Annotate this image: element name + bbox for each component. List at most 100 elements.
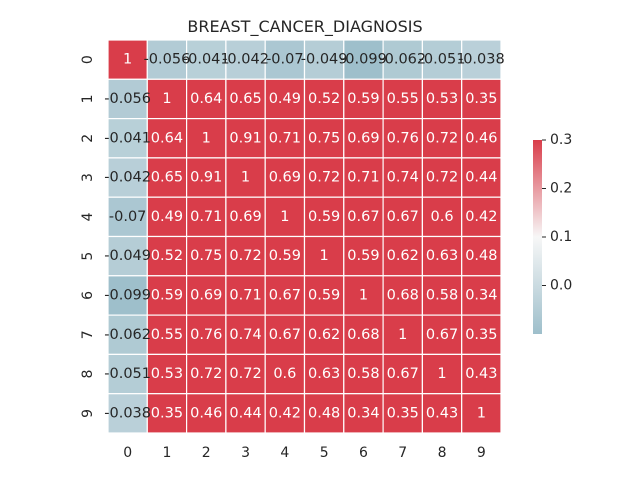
heatmap-cells xyxy=(107,39,502,434)
heatmap-cell xyxy=(303,39,345,80)
colorbar-tick-label: 0.2 xyxy=(550,181,572,197)
cell-value-label: -0.062 xyxy=(104,327,151,343)
heatmap-cell xyxy=(107,353,148,395)
cell-value-label: 0.58 xyxy=(426,287,458,303)
heatmap-cell xyxy=(264,393,306,434)
heatmap-cell xyxy=(186,393,227,434)
y-tick-label: 0 xyxy=(80,55,96,64)
heatmap-cell xyxy=(421,314,463,356)
cell-value-label: 0.91 xyxy=(190,170,222,186)
heatmap-cell xyxy=(264,235,306,277)
cell-value-label: 0.64 xyxy=(190,91,222,107)
cell-value-label: 0.72 xyxy=(426,130,458,146)
cell-value-label: 0.6 xyxy=(431,209,454,225)
cell-value-label: -0.051 xyxy=(419,52,466,68)
heatmap-cell xyxy=(303,275,345,316)
x-axis-ticks: 0 1 2 3 4 5 6 7 8 9 xyxy=(123,445,486,461)
heatmap-cell xyxy=(303,78,345,120)
cell-value-label: 0.68 xyxy=(387,287,419,303)
x-tick-label: 1 xyxy=(162,445,171,461)
heatmap-cell xyxy=(186,117,227,159)
cell-value-label: 0.46 xyxy=(190,405,222,421)
cell-value-label: 0.72 xyxy=(190,366,222,382)
cell-value-label: 0.71 xyxy=(229,287,261,303)
cell-value-label: 0.6 xyxy=(273,366,296,382)
cell-value-label: 0.34 xyxy=(347,405,379,421)
y-tick-label: 7 xyxy=(80,330,96,339)
cell-value-label: 0.69 xyxy=(347,130,379,146)
cell-value-label: 0.67 xyxy=(347,209,379,225)
heatmap-cell xyxy=(382,275,424,316)
colorbar-ticks: 0.0 0.1 0.2 0.3 xyxy=(542,132,572,294)
heatmap-cell xyxy=(343,314,384,356)
heatmap-cell xyxy=(303,393,345,434)
cell-value-label: 0.58 xyxy=(347,366,379,382)
cell-value-label: 0.62 xyxy=(387,248,419,264)
cell-value-label: 0.49 xyxy=(269,91,301,107)
cell-value-label: 0.67 xyxy=(269,287,301,303)
cell-value-label: 0.62 xyxy=(308,327,340,343)
cell-value-label: 0.69 xyxy=(229,209,261,225)
heatmap-cell xyxy=(461,314,502,356)
cell-value-label: 0.44 xyxy=(465,170,497,186)
heatmap-cell xyxy=(461,393,502,434)
cell-value-label: -0.07 xyxy=(266,52,304,68)
x-tick-label: 4 xyxy=(280,445,289,461)
cell-value-label: -0.038 xyxy=(104,405,151,421)
y-tick-label: 9 xyxy=(80,409,96,418)
cell-value-label: -0.056 xyxy=(144,52,191,68)
heatmap-cell xyxy=(421,275,463,316)
cell-value-label: 0.69 xyxy=(190,287,222,303)
heatmap-cell xyxy=(303,157,345,198)
cell-value-label: -0.099 xyxy=(104,287,151,303)
heatmap-cell xyxy=(186,314,227,356)
cell-value-label: 0.53 xyxy=(151,366,183,382)
x-tick-label: 3 xyxy=(241,445,250,461)
cell-value-label: 0.49 xyxy=(151,209,183,225)
y-tick-label: 1 xyxy=(80,94,96,103)
cell-value-label: 0.91 xyxy=(229,130,261,146)
heatmap-cell xyxy=(146,353,188,395)
heatmap-cell xyxy=(186,235,227,277)
cell-value-label: 0.46 xyxy=(465,130,497,146)
heatmap-cell xyxy=(303,235,345,277)
heatmap-cell xyxy=(303,196,345,238)
cell-value-label: 1 xyxy=(280,209,289,225)
cell-value-label: 0.59 xyxy=(347,91,379,107)
heatmap-cell xyxy=(382,393,424,434)
cell-value-label: 0.59 xyxy=(347,248,379,264)
cell-value-label: -0.049 xyxy=(301,52,348,68)
cell-value-label: -0.062 xyxy=(379,52,426,68)
heatmap-cell xyxy=(146,78,188,120)
cell-value-label: 0.72 xyxy=(308,170,340,186)
x-tick-label: 7 xyxy=(398,445,407,461)
cell-value-label: 0.59 xyxy=(151,287,183,303)
cell-value-label: -0.099 xyxy=(340,52,387,68)
heatmap-cell xyxy=(264,314,306,356)
y-tick-label: 8 xyxy=(80,370,96,379)
heatmap-cell xyxy=(225,393,266,434)
cell-value-label: 1 xyxy=(320,248,329,264)
x-tick-label: 5 xyxy=(320,445,329,461)
cell-value-label: 0.59 xyxy=(308,287,340,303)
x-tick-label: 2 xyxy=(202,445,211,461)
cell-value-label: 0.74 xyxy=(387,170,419,186)
cell-value-label: 0.69 xyxy=(269,170,301,186)
colorbar-tick-label: 0.0 xyxy=(550,278,572,294)
cell-value-label: -0.056 xyxy=(104,91,151,107)
cell-value-label: -0.038 xyxy=(458,52,505,68)
cell-value-label: 0.42 xyxy=(269,405,301,421)
heatmap-cell xyxy=(343,393,384,434)
cell-value-label: -0.042 xyxy=(222,52,269,68)
x-tick-label: 0 xyxy=(123,445,132,461)
cell-value-label: 1 xyxy=(437,366,446,382)
heatmap-cell xyxy=(146,314,188,356)
heatmap-cell xyxy=(343,157,384,198)
cell-value-label: 0.75 xyxy=(190,248,222,264)
heatmap-cell xyxy=(146,393,188,434)
cell-value-label: 1 xyxy=(202,130,211,146)
y-tick-label: 5 xyxy=(80,252,96,261)
heatmap-cell xyxy=(107,39,148,80)
cell-value-label: 0.35 xyxy=(465,327,497,343)
heatmap-cell xyxy=(421,78,463,120)
